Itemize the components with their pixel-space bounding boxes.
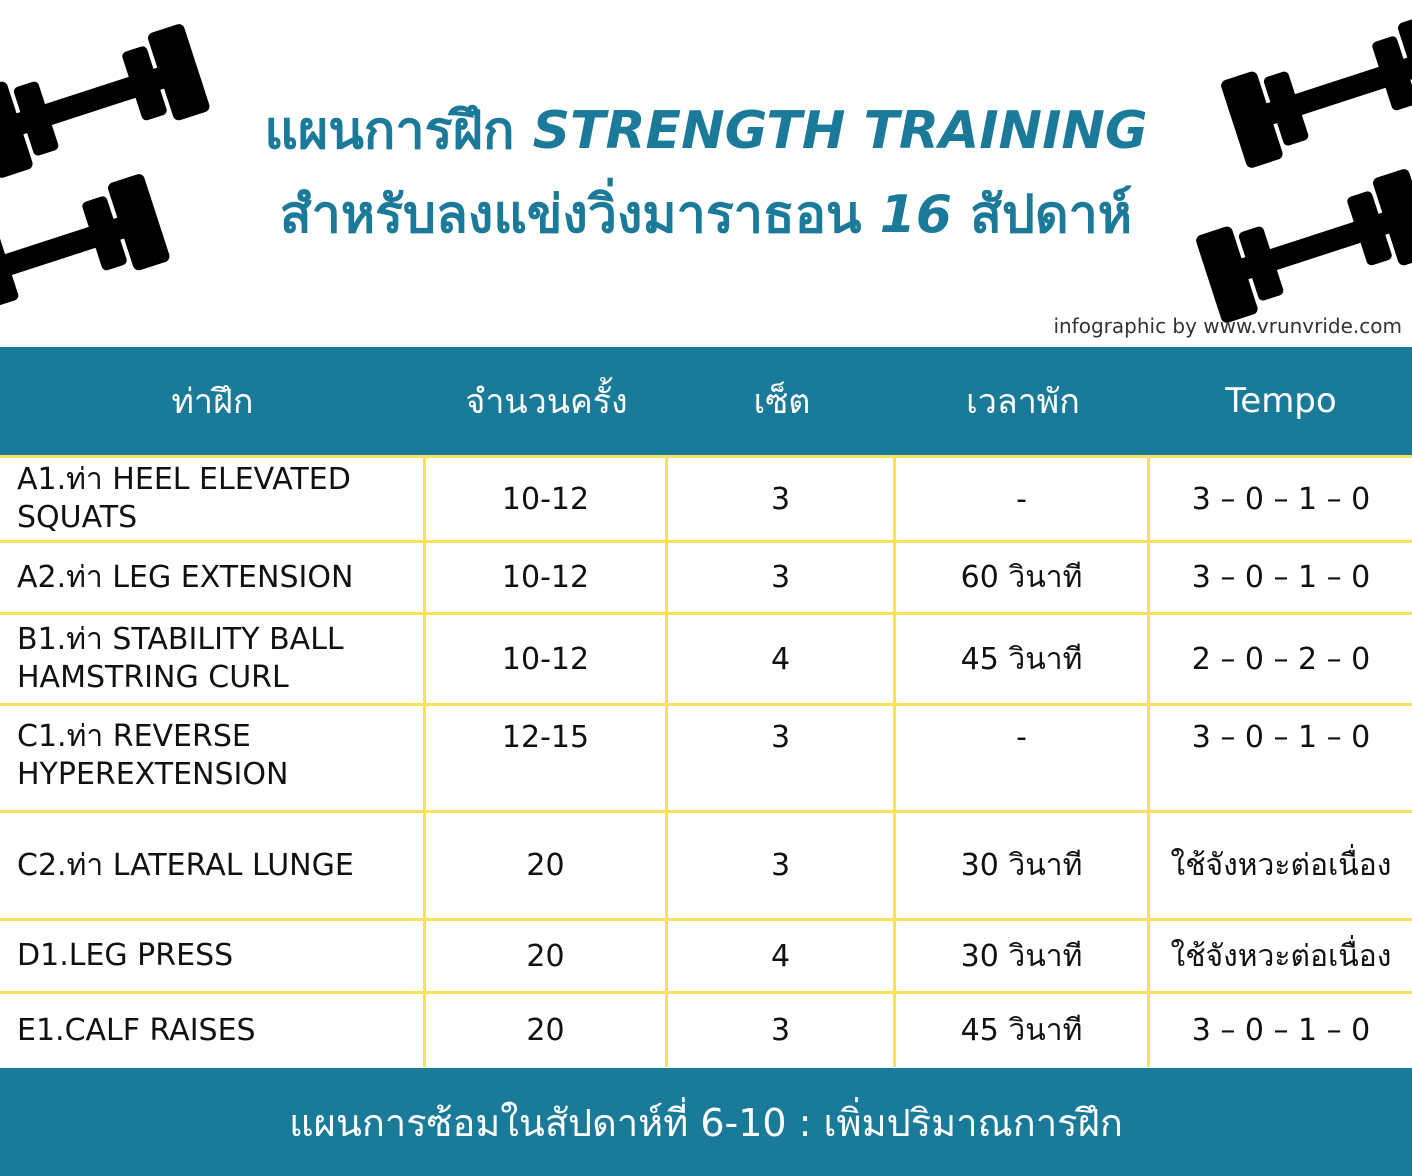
title-english: STRENGTH TRAINING: [532, 101, 1148, 161]
table-cell: 45 วินาที: [896, 615, 1147, 703]
exercise-name: C1.ท่า REVERSE HYPEREXTENSION: [0, 706, 423, 810]
table-cell: 3: [668, 813, 893, 918]
exercise-name: C2.ท่า LATERAL LUNGE: [0, 813, 423, 918]
table-header: ท่าฝึก จำนวนครั้ง เซ็ต เวลาพัก Tempo: [0, 347, 1412, 458]
dumbbell-icon: [0, 174, 170, 306]
subtitle-end: สัปดาห์: [970, 185, 1133, 245]
table-cell: ใช้จังหวะต่อเนื่อง: [1150, 921, 1412, 991]
table-cell: -: [896, 706, 1147, 810]
column-header: จำนวนครั้ง: [465, 382, 628, 422]
dumbbell-icon: [0, 24, 210, 178]
footer-banner: แผนการซ้อมในสัปดาห์ที่ 6-10 : เพิ่มปริมา…: [0, 1068, 1412, 1176]
table-cell: 20: [426, 994, 665, 1067]
exercise-name: A1.ท่า HEEL ELEVATED SQUATS: [0, 458, 423, 540]
dumbbell-icon: [1221, 14, 1412, 168]
training-table: ท่าฝึก จำนวนครั้ง เซ็ต เวลาพัก Tempo A1.ท่า …: [0, 347, 1412, 1067]
page-title: แผนการฝึก STRENGTH TRAINING: [0, 88, 1412, 171]
subtitle-weeks: 16: [879, 185, 952, 245]
table-cell: 20: [426, 921, 665, 991]
title-thai: แผนการฝึก: [264, 101, 515, 161]
exercise-name: E1.CALF RAISES: [0, 994, 423, 1067]
table-cell: -: [896, 458, 1147, 540]
table-cell: 3: [668, 543, 893, 612]
exercise-name: B1.ท่า STABILITY BALL HAMSTRING CURL: [0, 615, 423, 703]
column-header: เซ็ต: [753, 382, 811, 422]
column-header: ท่าฝึก: [171, 382, 254, 422]
table-cell: 2 – 0 – 2 – 0: [1150, 615, 1412, 703]
exercise-name: A2.ท่า LEG EXTENSION: [0, 543, 423, 612]
table-cell: 10-12: [426, 543, 665, 612]
table-cell: 45 วินาที: [896, 994, 1147, 1067]
table-cell: 3 – 0 – 1 – 0: [1150, 543, 1412, 612]
table-cell: 4: [668, 615, 893, 703]
table-cell: 3 – 0 – 1 – 0: [1150, 994, 1412, 1067]
table-cell: 4: [668, 921, 893, 991]
table-cell: 20: [426, 813, 665, 918]
subtitle-thai: สำหรับลงแข่งวิ่งมาราธอน: [279, 185, 862, 245]
table-cell: 3 – 0 – 1 – 0: [1150, 706, 1412, 810]
table-body: A1.ท่า HEEL ELEVATED SQUATS 10-12 3-3 – 0 …: [0, 458, 1412, 1067]
table-cell: 12-15: [426, 706, 665, 810]
table-cell: 10-12: [426, 458, 665, 540]
table-cell: 30 วินาที: [896, 813, 1147, 918]
table-cell: 30 วินาที: [896, 921, 1147, 991]
table-cell: 60 วินาที: [896, 543, 1147, 612]
page-subtitle: สำหรับลงแข่งวิ่งมาราธอน 16 สัปดาห์: [0, 172, 1412, 255]
table-cell: 3: [668, 706, 893, 810]
column-header: เวลาพัก: [966, 382, 1080, 422]
dumbbell-icon: [1196, 169, 1412, 323]
table-cell: 3: [668, 994, 893, 1067]
table-cell: 3 – 0 – 1 – 0: [1150, 458, 1412, 540]
table-cell: ใช้จังหวะต่อเนื่อง: [1150, 813, 1412, 918]
table-cell: 10-12: [426, 615, 665, 703]
exercise-name: D1.LEG PRESS: [0, 921, 423, 991]
credit: infographic by www.vrunvride.com: [1053, 314, 1402, 338]
column-header: Tempo: [1225, 381, 1337, 421]
table-cell: 3: [668, 458, 893, 540]
